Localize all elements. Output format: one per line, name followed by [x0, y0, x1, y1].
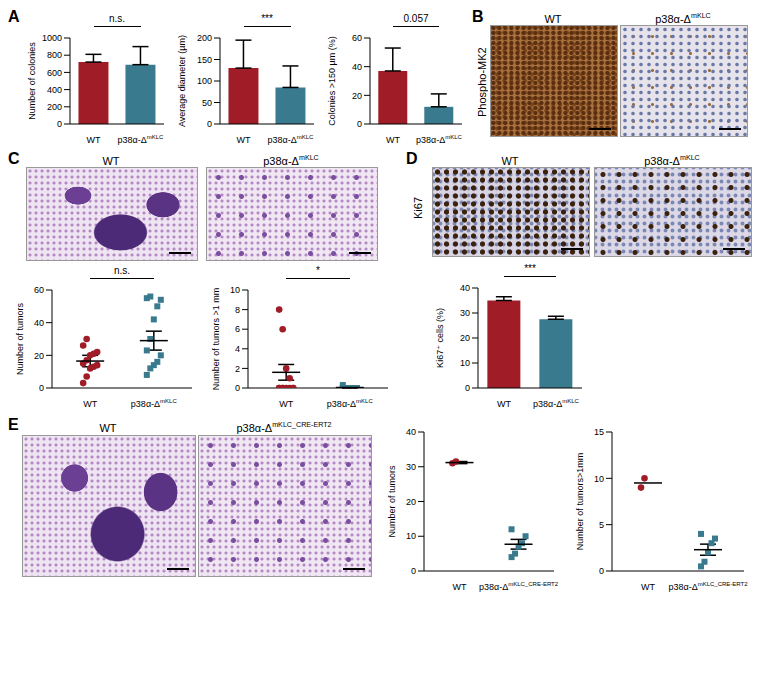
svg-text:Number of tumors: Number of tumors	[15, 302, 25, 375]
html-text:WT: WT	[102, 155, 120, 167]
html-text:Ki67: Ki67	[412, 197, 424, 219]
svg-text:40: 40	[460, 283, 470, 293]
svg-text:Number of tumors>1mm: Number of tumors>1mm	[575, 453, 585, 550]
svg-text:10: 10	[594, 474, 604, 484]
svg-text:WT: WT	[497, 399, 511, 409]
svg-text:20: 20	[460, 333, 470, 343]
svg-text:WT: WT	[237, 135, 251, 145]
svg-text:20: 20	[406, 497, 416, 507]
svg-text:p38α-ΔmKLC: p38α-ΔmKLC	[131, 398, 178, 409]
svg-text:p38α-ΔmKLC: p38α-ΔmKLC	[268, 134, 315, 145]
svg-text:Number of tumors >1 mm: Number of tumors >1 mm	[211, 288, 221, 390]
svg-text:5: 5	[599, 520, 604, 530]
svg-text:2: 2	[235, 364, 240, 374]
svg-text:200: 200	[47, 102, 62, 112]
svg-text:1000: 1000	[42, 33, 62, 43]
svg-text:WT: WT	[641, 582, 655, 592]
svg-text:40: 40	[352, 62, 362, 72]
svg-text:p38α-ΔmKLC_CRE-ERT2: p38α-ΔmKLC_CRE-ERT2	[668, 581, 748, 592]
html-text:0.057: 0.057	[403, 13, 429, 24]
svg-text:800: 800	[47, 50, 62, 60]
svg-text:0: 0	[207, 119, 212, 129]
svg-text:p38α-ΔmKLC: p38α-ΔmKLC	[533, 398, 580, 409]
svg-text:200: 200	[197, 33, 212, 43]
svg-text:Number of tumors: Number of tumors	[387, 465, 397, 538]
svg-text:150: 150	[197, 55, 212, 65]
svg-text:0: 0	[465, 383, 470, 393]
svg-text:60: 60	[352, 33, 362, 43]
svg-text:0: 0	[235, 383, 240, 393]
svg-text:40: 40	[34, 318, 44, 328]
svg-text:4: 4	[235, 344, 240, 354]
svg-text:60: 60	[34, 285, 44, 295]
svg-text:WT: WT	[87, 135, 101, 145]
svg-text:WT: WT	[452, 582, 466, 592]
html-text:p38α-ΔmKLC: p38α-ΔmKLC	[655, 12, 711, 25]
svg-text:30: 30	[406, 462, 416, 472]
svg-text:Number of colonies: Number of colonies	[27, 42, 37, 120]
svg-text:0: 0	[39, 383, 44, 393]
html-text:p38α-ΔmKLC: p38α-ΔmKLC	[644, 154, 700, 167]
svg-text:40: 40	[406, 427, 416, 437]
svg-text:30: 30	[460, 308, 470, 318]
svg-text:Ki67⁺ cells (%): Ki67⁺ cells (%)	[435, 308, 445, 368]
html-text:B: B	[472, 8, 484, 25]
svg-text:0: 0	[57, 119, 62, 129]
svg-text:100: 100	[197, 76, 212, 86]
html-text:A: A	[8, 8, 20, 25]
svg-text:400: 400	[47, 85, 62, 95]
html-text:WT: WT	[501, 155, 519, 167]
html-text:C: C	[8, 150, 20, 167]
html-text:WT: WT	[99, 422, 117, 434]
html-text:n.s.: n.s.	[108, 13, 126, 24]
svg-text:6: 6	[235, 324, 240, 334]
html-text:n.s.: n.s.	[113, 265, 130, 276]
svg-text:WT: WT	[279, 399, 293, 409]
html-text:p38α-ΔmKLC: p38α-ΔmKLC	[263, 154, 319, 167]
svg-text:0: 0	[599, 566, 604, 576]
svg-text:p38α-ΔmKLC: p38α-ΔmKLC	[118, 134, 165, 145]
svg-text:15: 15	[594, 427, 604, 437]
svg-text:p38α-ΔmKLC: p38α-ΔmKLC	[327, 398, 374, 409]
html-text:WT: WT	[544, 13, 562, 25]
svg-text:WT: WT	[386, 135, 400, 145]
svg-text:0: 0	[357, 119, 362, 129]
svg-text:20: 20	[34, 351, 44, 361]
html-text:D: D	[406, 150, 418, 167]
svg-text:10: 10	[230, 285, 240, 295]
svg-text:600: 600	[47, 68, 62, 78]
svg-text:0: 0	[411, 566, 416, 576]
svg-text:p38α-ΔmKLC: p38α-ΔmKLC	[416, 134, 463, 145]
svg-text:p38α-ΔmKLC_CRE-ERT2: p38α-ΔmKLC_CRE-ERT2	[479, 581, 559, 592]
svg-text:8: 8	[235, 305, 240, 315]
svg-text:20: 20	[352, 91, 362, 101]
svg-text:WT: WT	[83, 399, 97, 409]
svg-text:Average diameter (µm): Average diameter (µm)	[177, 35, 187, 127]
html-text:E: E	[8, 416, 19, 433]
svg-text:10: 10	[406, 531, 416, 541]
svg-text:10: 10	[460, 358, 470, 368]
svg-text:Colonies >150 µm (%): Colonies >150 µm (%)	[327, 36, 337, 125]
html-text:Phospho-MK2: Phospho-MK2	[476, 47, 488, 117]
svg-text:50: 50	[202, 98, 212, 108]
html-text:p38α-ΔmKLC_CRE-ERT2: p38α-ΔmKLC_CRE-ERT2	[236, 421, 332, 434]
